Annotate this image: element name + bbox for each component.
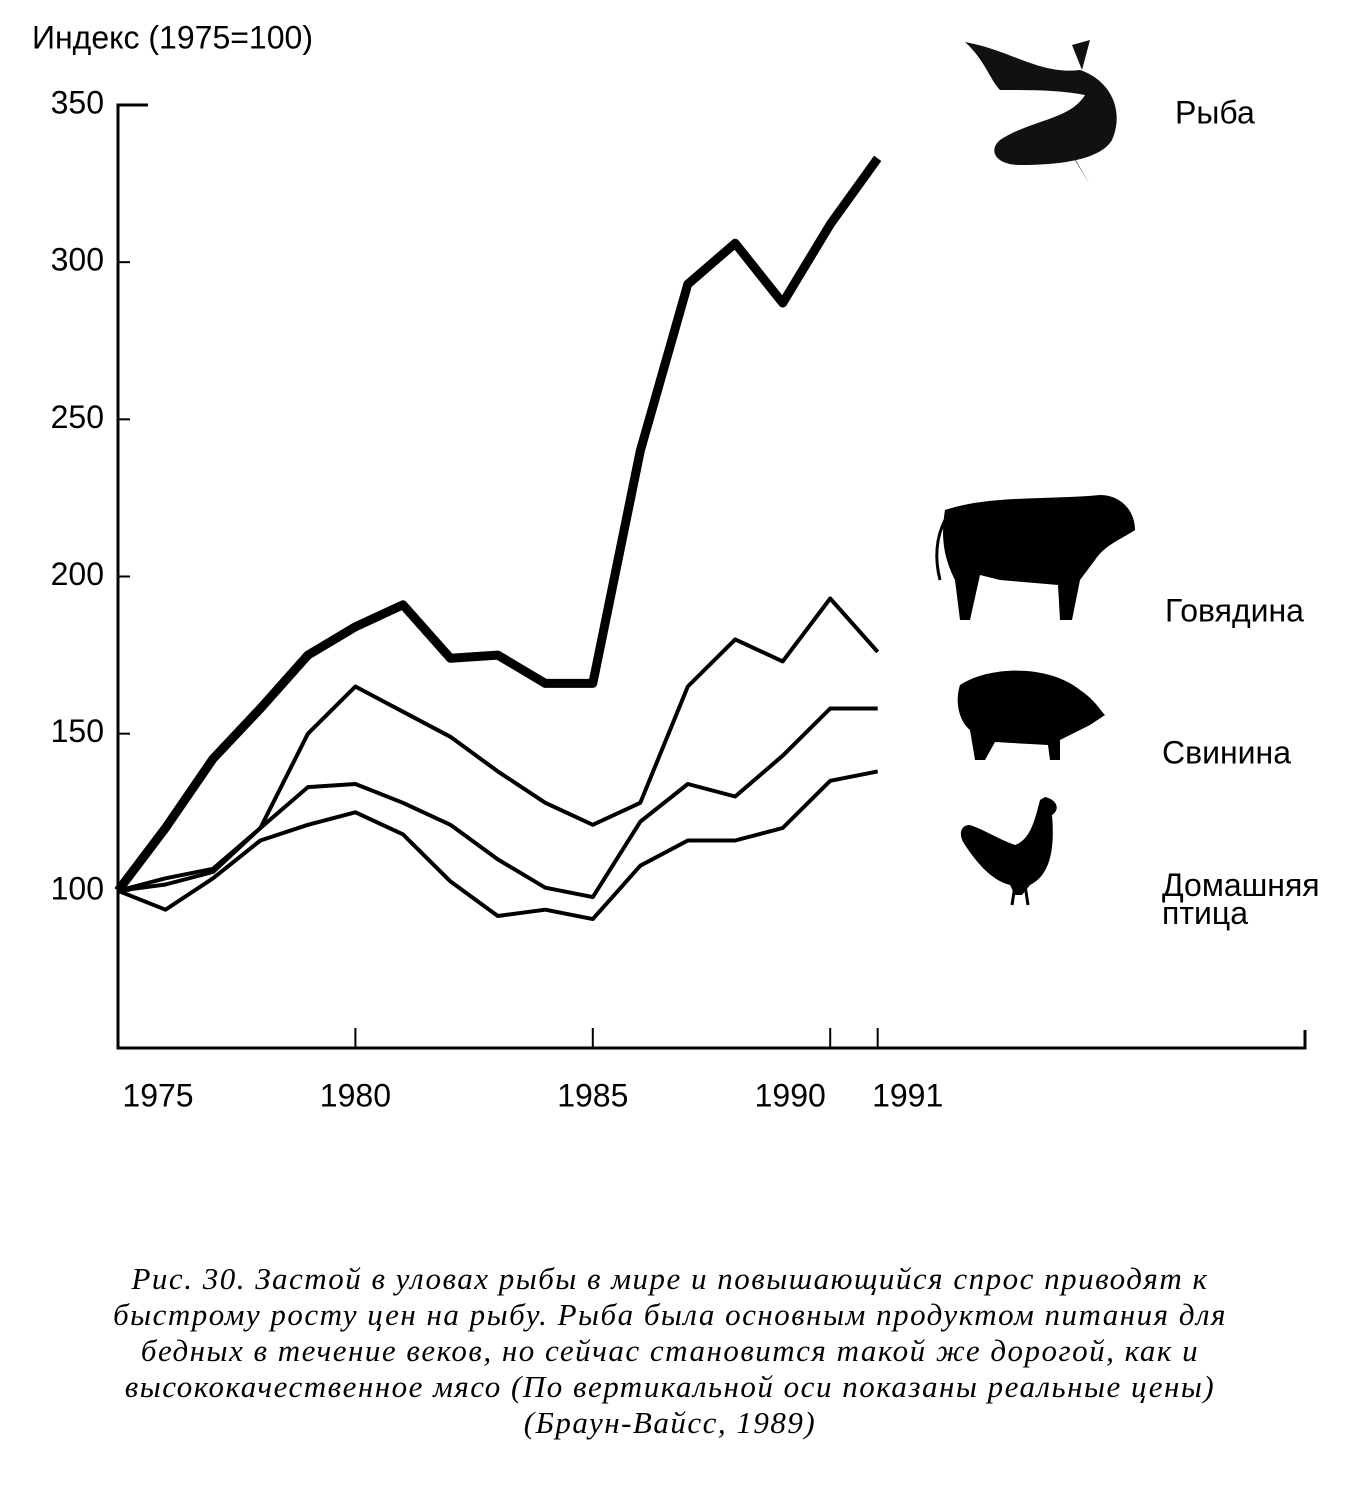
- caption-line: высококачественное мясо (По вертикальной…: [125, 1369, 1215, 1404]
- series-line: [117, 706, 878, 900]
- legend-label-line: Домашняя: [1162, 867, 1320, 903]
- y-tick-label: 300: [51, 242, 104, 278]
- axes: [116, 103, 1307, 1050]
- legend-label: Говядина: [1165, 592, 1304, 628]
- caption-line: Рис. 30. Застой в уловах рыбы в мире и п…: [131, 1261, 1209, 1296]
- x-tick-label: 1990: [755, 1077, 826, 1113]
- legend-label: Домашняя птица: [1162, 867, 1320, 931]
- x-tick-label: 1985: [557, 1077, 628, 1113]
- cow-icon: [935, 495, 1135, 620]
- axis-title: Индекс (1975=100): [32, 19, 313, 55]
- series-line: [114, 155, 882, 894]
- y-tick-label: 250: [51, 399, 104, 435]
- series-line: [117, 769, 879, 922]
- x-tick-label: 1980: [320, 1077, 391, 1113]
- caption-line: (Браун-Вайсс, 1989): [524, 1405, 816, 1440]
- legend-label-line: птица: [1162, 895, 1248, 931]
- y-tick-label: 200: [51, 556, 104, 592]
- y-tick-label: 100: [51, 870, 104, 906]
- caption-line: бедных в течение веков, но сейчас станов…: [141, 1333, 1199, 1368]
- y-tick-label: 150: [51, 713, 104, 749]
- caption-line: быстрому росту цен на рыбу. Рыба была ос…: [113, 1297, 1227, 1332]
- x-tick-label: 1991: [872, 1077, 943, 1113]
- legend-label: Рыба: [1175, 94, 1255, 130]
- x-tick-label: 1975: [122, 1077, 193, 1113]
- fish-icon: [965, 40, 1117, 185]
- legend-label: Свинина: [1162, 734, 1291, 770]
- pig-icon: [957, 670, 1105, 760]
- hen-icon: [960, 797, 1057, 906]
- y-tick-label: 350: [51, 84, 104, 120]
